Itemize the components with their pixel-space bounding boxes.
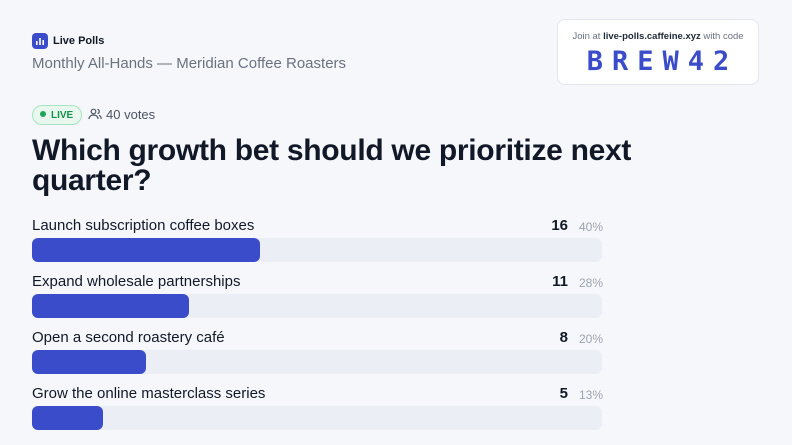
option-label: Expand wholesale partnerships bbox=[32, 273, 241, 290]
subtitle: Monthly All-Hands — Meridian Coffee Roas… bbox=[32, 55, 347, 72]
vote-count: 40 votes bbox=[88, 107, 155, 123]
bar-track bbox=[32, 294, 602, 318]
option-percent: 20% bbox=[578, 332, 603, 346]
app-logo bbox=[32, 33, 48, 49]
join-url[interactable]: live-polls.caffeine.xyz bbox=[603, 31, 701, 42]
join-prefix: Join at bbox=[572, 31, 601, 42]
live-badge: LIVE bbox=[32, 105, 83, 125]
option-votes: 11 bbox=[552, 273, 568, 290]
option-votes: 16 bbox=[551, 217, 568, 234]
option-label: Launch subscription coffee boxes bbox=[32, 217, 255, 234]
option-percent: 13% bbox=[578, 388, 603, 402]
option-label: Grow the online masterclass series bbox=[32, 385, 266, 402]
option-label: Open a second roastery café bbox=[32, 329, 225, 346]
join-suffix: with code bbox=[703, 31, 744, 42]
option-votes: 8 bbox=[559, 329, 568, 346]
bar-track bbox=[32, 350, 602, 374]
join-text: Join at live-polls.caffeine.xyz with cod… bbox=[558, 31, 758, 43]
result-bar bbox=[32, 238, 260, 262]
join-card: Join at live-polls.caffeine.xyz with cod… bbox=[557, 19, 759, 85]
votes-word: votes bbox=[124, 107, 156, 122]
option-percent: 40% bbox=[578, 220, 603, 234]
result-bar bbox=[32, 350, 146, 374]
result-bar bbox=[32, 406, 104, 430]
result-bar bbox=[32, 294, 189, 318]
app-name: Live Polls bbox=[53, 35, 105, 47]
option-votes: 5 bbox=[559, 385, 568, 402]
option-percent: 28% bbox=[578, 276, 603, 290]
live-text: LIVE bbox=[51, 110, 74, 121]
join-code: BREW42 bbox=[586, 46, 739, 77]
votes-number: 40 bbox=[106, 107, 121, 122]
bar-track bbox=[32, 406, 602, 430]
question: Which growth bet should we prioritize ne… bbox=[32, 134, 632, 197]
bar-track bbox=[32, 238, 602, 262]
